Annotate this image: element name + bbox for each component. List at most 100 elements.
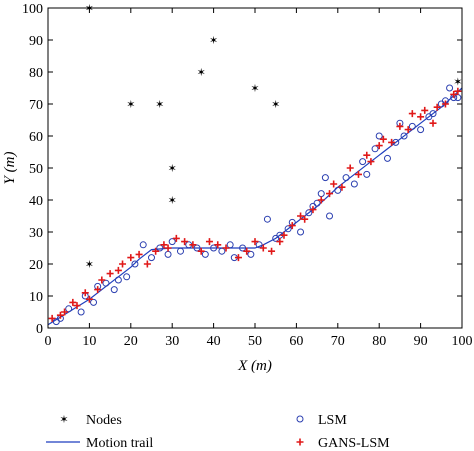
lsm-point xyxy=(164,250,172,258)
lsm-point xyxy=(383,154,391,162)
y-tick-label: 50 xyxy=(29,162,43,177)
gans-lsm-point xyxy=(56,311,64,319)
gans-lsm-point xyxy=(73,302,81,310)
lsm-point xyxy=(168,238,176,246)
gans-lsm-point xyxy=(197,247,205,255)
gans-lsm-point xyxy=(135,250,143,258)
gans-lsm-point xyxy=(251,238,259,246)
gans-lsm-point xyxy=(222,244,230,252)
lsm-point xyxy=(65,305,73,313)
gans-lsm-point xyxy=(330,180,338,188)
lsm-point xyxy=(454,94,462,102)
lsm-point xyxy=(156,244,164,252)
y-tick-label: 90 xyxy=(29,34,43,49)
y-tick-label: 80 xyxy=(29,66,43,81)
legend-label-nodes: Nodes xyxy=(86,413,122,428)
lsm-point xyxy=(176,247,184,255)
gans-lsm-point xyxy=(48,314,56,322)
lsm-point xyxy=(375,132,383,140)
x-tick-label: 60 xyxy=(289,334,303,349)
gans-lsm-point xyxy=(172,234,180,242)
lsm-point xyxy=(226,241,234,249)
gans-lsm-point xyxy=(429,119,437,127)
gans-lsm-point xyxy=(297,212,305,220)
gans-lsm-point xyxy=(81,289,89,297)
lsm-point xyxy=(326,212,334,220)
gans-lsm-point xyxy=(181,238,189,246)
x-tick-label: 0 xyxy=(45,334,52,349)
lsm-point xyxy=(193,244,201,252)
legend-key-nodes: ✶ xyxy=(59,414,68,426)
lsm-point xyxy=(371,145,379,153)
x-axis-label: X (m) xyxy=(237,358,272,374)
lsm-point xyxy=(400,132,408,140)
node-point: ✶ xyxy=(126,99,135,111)
lsm-point xyxy=(305,209,313,217)
gans-lsm-point xyxy=(288,222,296,230)
gans-lsm-point xyxy=(205,238,213,246)
lsm-point xyxy=(255,241,263,249)
lsm-point xyxy=(263,215,271,223)
y-tick-label: 0 xyxy=(36,322,43,337)
gans-lsm-point xyxy=(189,241,197,249)
gans-lsm-point xyxy=(441,100,449,108)
lsm-point xyxy=(429,110,437,118)
lsm-point xyxy=(139,241,147,249)
lsm-point xyxy=(110,286,118,294)
node-point: ✶ xyxy=(155,99,164,111)
node-point: ✶ xyxy=(197,67,206,79)
gans-lsm-point xyxy=(160,241,168,249)
legend-label-lsm: LSM xyxy=(318,413,347,428)
gans-lsm-point xyxy=(119,260,127,268)
gans-lsm-point xyxy=(301,215,309,223)
gans-lsm-point xyxy=(450,90,458,98)
lsm-point xyxy=(408,122,416,130)
lsm-point xyxy=(102,279,110,287)
lsm-point xyxy=(148,254,155,262)
gans-lsm-point xyxy=(143,260,151,268)
node-point: ✶ xyxy=(168,195,177,207)
lsm-point xyxy=(363,170,371,178)
y-axis-label: Y (m) xyxy=(2,152,18,185)
lsm-point xyxy=(239,244,247,252)
legend: ✶ Nodes Motion trail LSM GANS-LSM xyxy=(46,413,390,451)
lsm-point xyxy=(123,273,131,281)
gans-lsm-point xyxy=(61,308,69,316)
x-tick-label: 20 xyxy=(124,334,138,349)
y-tick-label: 10 xyxy=(29,290,43,305)
gans-lsm-point xyxy=(417,113,425,121)
lsm-point xyxy=(210,244,218,252)
gans-lsm-point xyxy=(164,244,172,252)
gans-lsm-point xyxy=(433,103,441,111)
lsm-point xyxy=(201,250,209,258)
gans-lsm-point xyxy=(259,244,267,252)
x-tick-label: 50 xyxy=(248,334,262,349)
gans-lsm-point xyxy=(396,122,404,130)
node-point: ✶ xyxy=(453,77,462,89)
x-tick-label: 40 xyxy=(207,334,221,349)
axes: 0 10 20 30 40 50 60 70 80 90 100 0 10 20 30 40 50 60 70 80 9… xyxy=(2,2,473,374)
y-tick-label: 70 xyxy=(29,98,43,113)
gans-lsm-point xyxy=(317,196,325,204)
node-point: ✶ xyxy=(85,259,94,271)
gans-lsm-point xyxy=(243,247,251,255)
gans-lsm-point xyxy=(268,247,276,255)
lsm-point xyxy=(334,186,342,194)
gans-lsm-point xyxy=(408,110,416,118)
lsm-point xyxy=(114,276,122,284)
lsm-point xyxy=(350,180,358,188)
gans-lsm-point xyxy=(454,87,462,95)
gans-lsm-point xyxy=(214,241,222,249)
lsm-point xyxy=(317,190,325,198)
node-point: ✶ xyxy=(168,163,177,175)
gans-lsm-point xyxy=(363,151,371,159)
lsm-point xyxy=(321,174,329,182)
lsm-point xyxy=(446,84,454,92)
gans-lsm-point xyxy=(94,286,102,294)
gans-lsm-point xyxy=(355,170,362,178)
gans-lsm-point xyxy=(421,106,429,114)
gans-lsm-point xyxy=(379,135,387,143)
lsm-point xyxy=(313,199,321,207)
x-tick-label: 80 xyxy=(372,334,386,349)
x-tick-label: 100 xyxy=(452,334,473,349)
